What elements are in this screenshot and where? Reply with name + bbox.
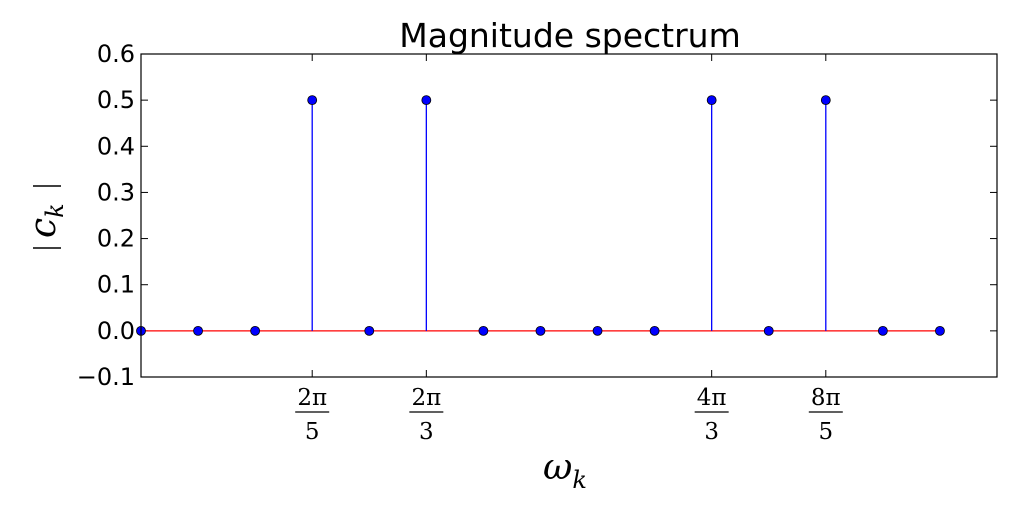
x-tick-label: 4π3 [694, 385, 729, 445]
y-axis-label: ck [23, 185, 69, 249]
x-tick-numerator: 4π [697, 385, 727, 411]
y-tick-label: 0.3 [97, 178, 135, 206]
stem-marker [763, 325, 774, 336]
y-tick-label: 0.6 [97, 40, 135, 68]
stem-marker [193, 325, 203, 336]
y-axis-label-text: ck [23, 203, 69, 238]
x-tick-numerator: 2π [411, 385, 441, 411]
stem-marker [250, 325, 261, 336]
x-tick-denominator: 5 [305, 419, 320, 445]
chart-title: Magnitude spectrum [399, 16, 740, 55]
stem-marker [307, 95, 318, 106]
stem-marker [535, 325, 546, 336]
stem-marker [935, 325, 945, 336]
stem-marker [820, 95, 831, 106]
stem-marker [649, 325, 660, 336]
x-tick-denominator: 3 [704, 419, 719, 445]
stem-marker [364, 325, 375, 336]
x-tick-numerator: 8π [811, 385, 841, 411]
x-tick-label: 2π5 [295, 385, 330, 445]
stem-marker [478, 325, 489, 336]
y-tick-label: 0.2 [97, 225, 135, 253]
x-tick-denominator: 5 [818, 419, 833, 445]
stem-marker [421, 95, 432, 106]
stem-marker [706, 95, 717, 106]
y-tick-label: 0.1 [97, 271, 135, 299]
stem-marker [877, 325, 888, 336]
stem-marker [592, 325, 603, 336]
y-tick-label: 0.0 [97, 317, 135, 345]
y-tick-label: −0.1 [77, 363, 135, 391]
x-tick-label: 2π3 [409, 385, 444, 445]
x-tick-label: 8π5 [808, 385, 843, 445]
y-tick-label: 0.5 [97, 86, 135, 114]
x-tick-denominator: 3 [419, 419, 434, 445]
y-tick-label: 0.4 [97, 132, 135, 160]
plot-frame [140, 53, 998, 378]
x-tick-numerator: 2π [297, 385, 327, 411]
x-axis-label: ωk [543, 447, 587, 494]
